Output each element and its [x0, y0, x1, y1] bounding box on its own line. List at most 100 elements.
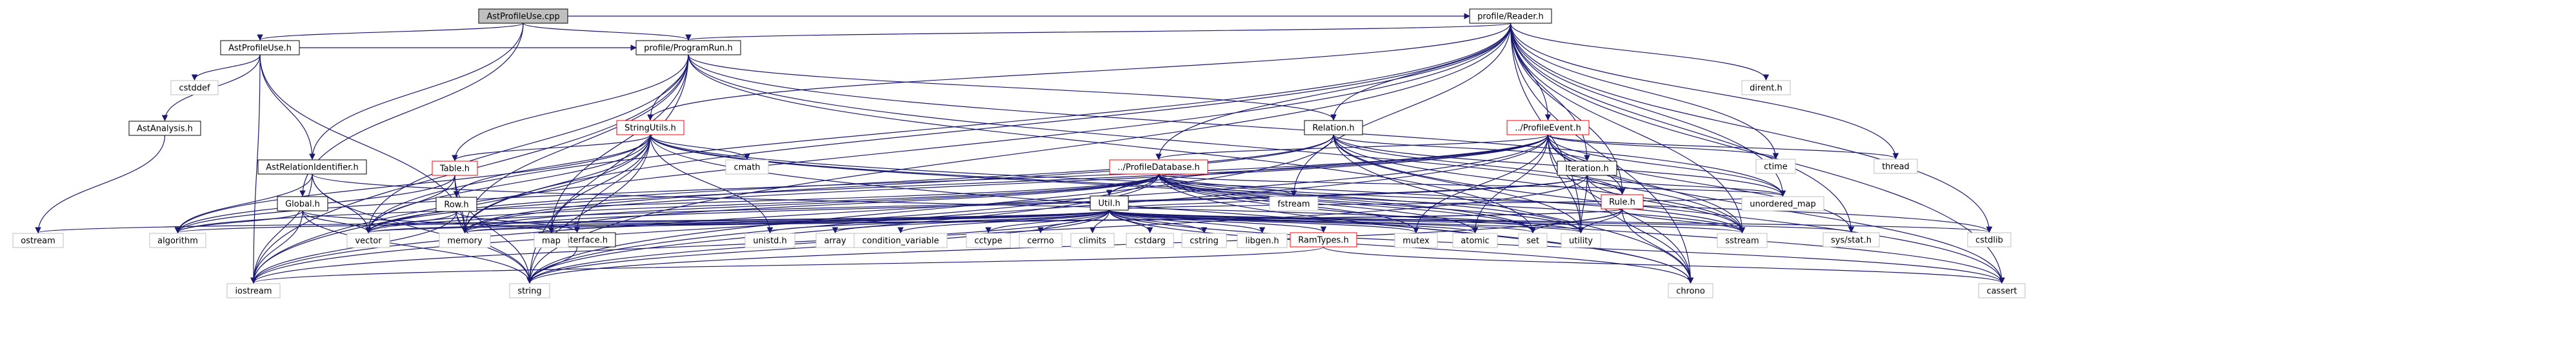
node-box [744, 233, 795, 248]
node-label: condition_variable [862, 237, 939, 246]
node-box [1269, 196, 1319, 211]
node-label: ../ProfileDatabase.h [1117, 163, 1199, 173]
node-label: AstAnalysis.h [137, 124, 193, 134]
edge-relation-h-to-string [526, 134, 1334, 284]
node-table-h[interactable]: Table.h [432, 161, 478, 176]
edge-profilereader-h-to-stringutils-h [647, 23, 1512, 121]
node-profileevent-h[interactable]: ../ProfileEvent.h [1506, 120, 1590, 135]
edge-util-h-to-cstring [1108, 210, 1208, 233]
node-label: Iteration.h [1565, 164, 1609, 174]
node-box [1668, 283, 1713, 298]
node-sstream: sstream [1717, 233, 1768, 248]
node-relation-h[interactable]: Relation.h [1304, 120, 1363, 135]
edge-util-h-to-ramtypes-h [1108, 210, 1327, 233]
edge-util-h-to-cctype [985, 210, 1110, 233]
edge-row-h-to-cellinterface-h [455, 211, 581, 233]
node-label: AstProfileUse.h [228, 44, 292, 54]
edge-profiledatabase-h-to-chrono [1158, 173, 1694, 284]
edge-global-h-to-map [302, 210, 555, 233]
node-dirent-h: dirent.h [1741, 80, 1791, 95]
edge-stringutils-h-to-unistd-h [650, 134, 774, 233]
edge-row-h-to-vector [365, 211, 457, 233]
node-row-h[interactable]: Row.h [435, 197, 477, 212]
node-cstdarg: cstdarg [1126, 233, 1174, 248]
edge-stringutils-h-to-cellinterface-h [574, 134, 651, 233]
node-label: climits [1079, 237, 1106, 246]
node-box [1181, 233, 1227, 248]
node-cstring: cstring [1181, 233, 1227, 248]
edge-profilereader-h-to-thread [1510, 23, 1899, 159]
edge-iteration-h-to-string [526, 175, 1588, 284]
edge-relation-h-to-sstream [1333, 134, 1746, 233]
node-util-h[interactable]: Util.h [1090, 195, 1129, 211]
edge-util-h-to-map [548, 210, 1110, 233]
edge-ramtypes-h-to-iostream [250, 246, 1324, 284]
edge-util-h-to-sstream [1108, 210, 1745, 233]
node-label: StringUtils.h [624, 124, 676, 133]
edge-row-h-to-string [455, 211, 533, 284]
edge-profilereader-h-to-string [526, 23, 1512, 284]
node-label: cstring [1190, 237, 1218, 246]
edge-cellinterface-h-to-string [526, 246, 578, 284]
node-label: profile/Reader.h [1477, 12, 1544, 22]
node-climits: climits [1070, 233, 1115, 248]
node-unordered-map: unordered_map [1741, 196, 1824, 211]
edge-util-h-to-sys-stat-h [1108, 210, 1854, 233]
edge-profileevent-h-to-profiledatabase-h [1155, 134, 1549, 160]
node-box [439, 233, 491, 248]
node-box [509, 283, 550, 298]
node-box [1741, 80, 1791, 95]
edge-rule-h-to-sstream [1621, 208, 1746, 233]
node-set: set [1518, 233, 1548, 248]
edge-stringutils-h-to-cmath [650, 134, 750, 160]
node-label: sstream [1725, 237, 1759, 246]
node-profiledatabase-h[interactable]: ../ProfileDatabase.h [1109, 159, 1208, 175]
node-label: fstream [1277, 200, 1310, 210]
node-box [1109, 159, 1208, 175]
edge-profilereader-h-to-dirent-h [1510, 23, 1770, 81]
node-box [534, 233, 569, 248]
edge-stringutils-h-to-memory [461, 134, 651, 233]
node-cctype: cctype [966, 233, 1011, 248]
edge-stringutils-h-to-row-h [453, 134, 651, 197]
node-root[interactable]: AstProfileUse.cpp [478, 8, 568, 24]
node-libgen-h: libgen.h [1237, 233, 1288, 248]
node-box [170, 80, 219, 95]
node-box [1452, 233, 1498, 248]
node-astanalysis-h[interactable]: AstAnalysis.h [128, 121, 201, 136]
node-label: mutex [1403, 237, 1430, 246]
node-layer: AstProfileUse.cpp AstProfileUse.h profile/… [12, 8, 2026, 298]
edge-astrelationidentifier-h-to-iostream [250, 173, 313, 284]
edge-util-h-to-mutex [1108, 210, 1419, 233]
edge-util-h-to-cstdlib [1108, 210, 1992, 233]
edge-programrun-h-to-vector [365, 54, 689, 233]
node-stringutils-h[interactable]: StringUtils.h [616, 120, 684, 135]
node-iteration-h[interactable]: Iteration.h [1557, 161, 1617, 176]
node-box [346, 233, 390, 248]
node-ramtypes-h[interactable]: RamTypes.h [1290, 232, 1357, 248]
edge-relation-h-to-utility [1333, 134, 1584, 233]
edge-profileevent-h-to-utility [1547, 134, 1584, 233]
edge-profiledatabase-h-to-string [526, 173, 1159, 284]
node-global-h[interactable]: Global.h [277, 196, 328, 211]
node-box [1237, 233, 1288, 248]
node-label: Global.h [285, 200, 320, 210]
edge-profilereader-h-to-fstream [1290, 23, 1512, 197]
edge-profiledatabase-h-to-iostream [250, 173, 1159, 284]
node-astprofileuse-h[interactable]: AstProfileUse.h [220, 40, 300, 55]
node-programrun-h[interactable]: profile/ProgramRun.h [635, 40, 741, 55]
node-rule-h[interactable]: Rule.h [1601, 194, 1644, 210]
node-profilereader-h[interactable]: profile/Reader.h [1469, 8, 1552, 24]
node-box [432, 161, 478, 176]
edge-iteration-h-to-vector [365, 175, 1588, 233]
edge-profilereader-h-to-programrun-h [686, 23, 1512, 41]
node-box [1019, 233, 1063, 248]
node-box [1873, 159, 1918, 174]
node-label: map [542, 237, 561, 246]
node-label: sys/stat.h [1831, 236, 1872, 246]
edge-table-h-to-string [454, 175, 533, 284]
node-astrelationidentifier-h[interactable]: AstRelationIdentifier.h [257, 159, 367, 175]
edge-profiledatabase-h-to-algorithm [174, 173, 1159, 233]
node-label: unistd.h [753, 237, 787, 246]
